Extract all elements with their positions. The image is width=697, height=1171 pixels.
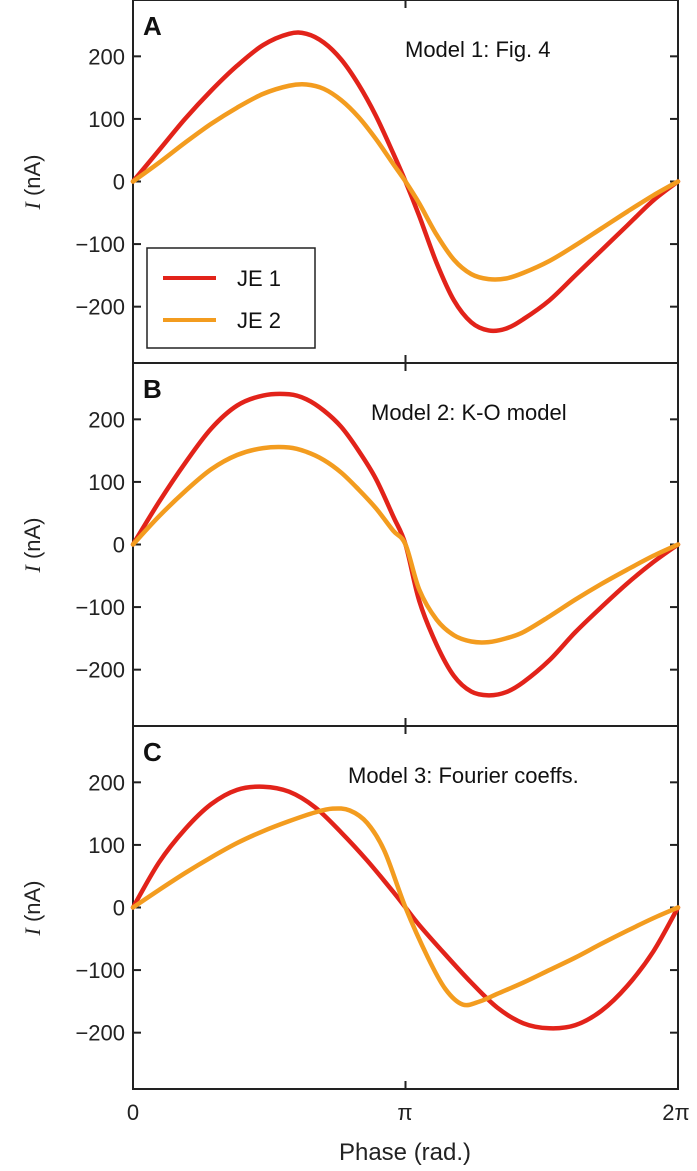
- xtick-label-pi: π: [397, 1100, 412, 1125]
- panel-b-ytick-label: 100: [88, 470, 125, 495]
- curves-layer: [130, 30, 681, 1031]
- panel-c-title: Model 3: Fourier coeffs.: [348, 763, 579, 788]
- panel-a-ytick-label: 100: [88, 107, 125, 132]
- panel-a-ytick-label: 200: [88, 44, 125, 69]
- panel-a-series-je2-line: [130, 81, 681, 282]
- legend-label-je2: JE 2: [237, 308, 281, 333]
- panel-b-title: Model 2: K-O model: [371, 400, 567, 425]
- panel-a-title: Model 1: Fig. 4: [405, 37, 551, 62]
- panel-a-ylabel: I (nA): [20, 154, 45, 210]
- panel-c-ytick-label: 200: [88, 770, 125, 795]
- ticks-layer: 200 100 0 −100 −200 200 100 0 −100 −200 200 100 0 −10…: [75, 0, 679, 1089]
- panel-b-ytick-label: −100: [75, 595, 125, 620]
- legend-box: [146, 247, 316, 349]
- panel-c-ytick-label: −200: [75, 1021, 125, 1046]
- xtick-label-0: 0: [127, 1100, 139, 1125]
- legend-label-je1: JE 1: [237, 266, 281, 291]
- panel-b-ytick-label: −200: [75, 658, 125, 683]
- panel-b-ytick-label: 0: [113, 533, 125, 558]
- panel-c-ytick-label: 0: [113, 896, 125, 921]
- panel-c-ylabel: I (nA): [20, 880, 45, 936]
- panel-c-ytick-label: −100: [75, 958, 125, 983]
- panel-b-series-je2-line: [130, 444, 681, 645]
- panel-letter-a: A: [143, 11, 162, 41]
- panel-b-ytick-label: 200: [88, 407, 125, 432]
- panel-letter-b: B: [143, 374, 162, 404]
- panel-a-ytick-label: 0: [113, 170, 125, 195]
- panel-a-ytick-label: −200: [75, 295, 125, 320]
- xtick-label-2pi: 2π: [662, 1100, 689, 1125]
- panel-letter-c: C: [143, 737, 162, 767]
- panel-a-ytick-label: −100: [75, 232, 125, 257]
- panel-c-series-je2-line: [130, 806, 681, 1008]
- panel-c-ytick-label: 100: [88, 833, 125, 858]
- panel-b-ylabel: I (nA): [20, 517, 45, 573]
- legend: JE 1 JE 2: [146, 247, 316, 349]
- xaxis-label: Phase (rad.): [339, 1139, 471, 1166]
